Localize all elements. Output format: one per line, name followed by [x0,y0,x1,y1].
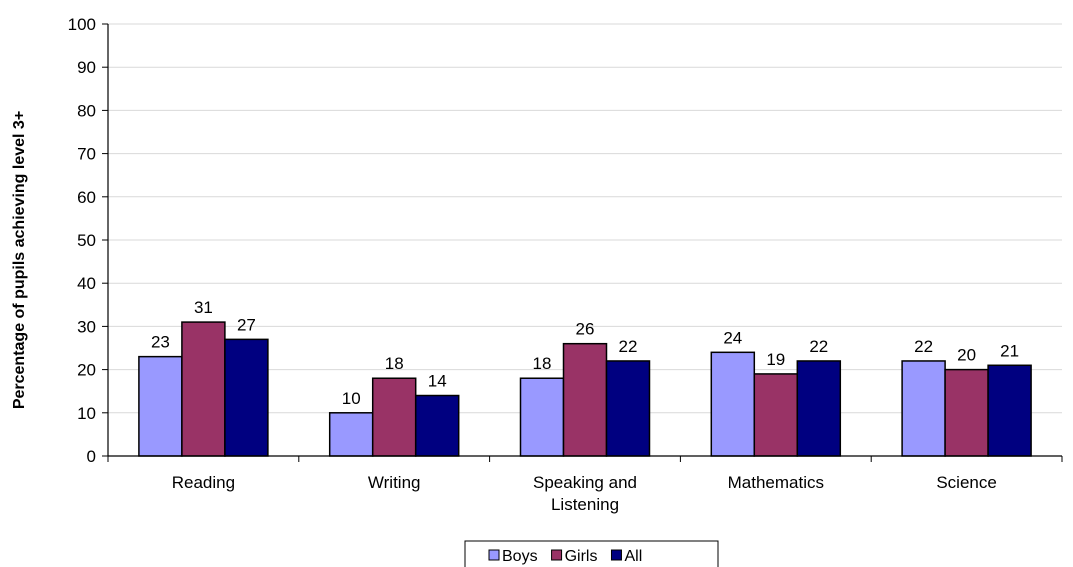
data-label: 18 [385,354,404,373]
y-tick-label: 70 [77,145,96,164]
data-label: 21 [1000,341,1019,360]
bar-girls-1 [371,377,417,457]
bar-girls-0 [181,321,226,457]
data-label: 14 [428,372,447,391]
legend: Boys Girls All [464,540,719,567]
x-tick-label: Science [936,473,996,492]
bar-girls-3 [753,373,799,457]
data-label: 18 [533,354,552,373]
data-label: 24 [723,328,742,347]
data-labels: 23 10 18 24 22 31 18 26 19 20 27 14 22 22 21 [151,298,1019,408]
y-tick-label: 20 [77,361,96,380]
data-label: 22 [914,337,933,356]
bar-all-1 [414,394,460,457]
bar-all-4 [987,364,1032,457]
y-axis-label: Percentage of pupils achieving level 3+ [11,111,28,409]
y-tick-label: 90 [77,58,96,77]
data-label: 23 [151,333,170,352]
y-tick-label: 40 [77,274,96,293]
data-label: 26 [576,320,595,339]
legend-label: All [624,548,642,565]
data-label: 19 [766,350,785,369]
y-tick-label: 60 [77,188,96,207]
y-tick-label: 0 [87,447,96,466]
bar-all-3 [796,360,842,457]
data-label: 22 [809,337,828,356]
bars [138,321,1032,457]
legend-box [464,540,719,567]
y-tick-label: 100 [68,15,96,34]
x-tick-label: Mathematics [728,473,824,492]
bar-all-0 [224,338,269,457]
bar-boys-2 [519,377,565,457]
data-label: 20 [957,346,976,365]
data-label: 27 [237,315,256,334]
bar-boys-0 [138,355,183,457]
bar-girls-2 [562,342,608,457]
bar-all-2 [605,360,651,457]
data-label: 10 [342,389,361,408]
legend-swatch [610,549,622,561]
y-tick-label: 80 [77,101,96,120]
y-tick-label: 30 [77,317,96,336]
x-tick-label: Speaking and Listening [533,473,637,514]
y-tick-label: 10 [77,404,96,423]
axes: 0 10 20 30 40 50 60 70 80 90 100 Reading Writing Spea… [68,15,1063,514]
data-label: 22 [619,337,638,356]
y-tick-label: 50 [77,231,96,250]
bar-boys-1 [328,412,374,457]
x-tick-label: Reading [172,473,235,492]
legend-label: Girls [565,548,598,565]
data-label: 31 [194,298,213,317]
x-tick-label: Writing [368,473,421,492]
bar-boys-4 [901,360,946,457]
bar-boys-3 [710,351,756,457]
legend-label: Boys [502,548,538,565]
bar-girls-4 [944,368,989,457]
legend-swatch [551,549,563,561]
legend-swatch [488,549,500,561]
